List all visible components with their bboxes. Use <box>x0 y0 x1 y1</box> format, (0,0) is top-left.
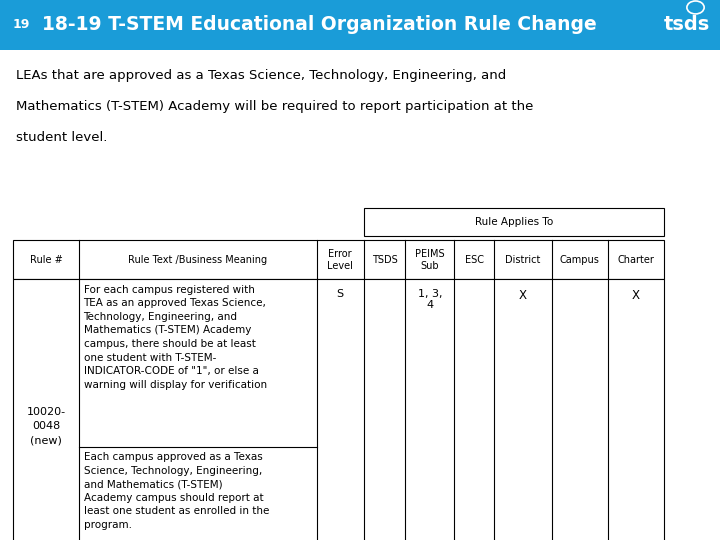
Bar <box>0 0 720 50</box>
Text: X: X <box>631 289 640 302</box>
Text: S: S <box>337 289 343 299</box>
Text: Charter: Charter <box>617 255 654 265</box>
Text: Rule #: Rule # <box>30 255 63 265</box>
Text: 1, 3,
4: 1, 3, 4 <box>418 289 442 310</box>
Text: LEAs that are approved as a Texas Science, Technology, Engineering, and: LEAs that are approved as a Texas Scienc… <box>16 69 506 82</box>
Text: 10020-
0048
(new): 10020- 0048 (new) <box>27 407 66 446</box>
Circle shape <box>687 1 704 14</box>
Text: PEIMS
Sub: PEIMS Sub <box>415 248 445 271</box>
Bar <box>13 240 664 279</box>
Text: 18-19 T-STEM Educational Organization Rule Change: 18-19 T-STEM Educational Organization Ru… <box>42 15 596 35</box>
Text: TSDS: TSDS <box>372 255 397 265</box>
Text: Rule Text /Business Meaning: Rule Text /Business Meaning <box>128 255 268 265</box>
Text: Campus: Campus <box>559 255 600 265</box>
Text: tsds: tsds <box>664 15 710 35</box>
Text: ESC: ESC <box>464 255 484 265</box>
Text: District: District <box>505 255 541 265</box>
Text: X: X <box>518 289 527 302</box>
Text: 19: 19 <box>13 18 30 31</box>
Bar <box>13 279 664 540</box>
Text: Mathematics (T-STEM) Academy will be required to report participation at the: Mathematics (T-STEM) Academy will be req… <box>16 100 534 113</box>
Text: student level.: student level. <box>16 131 107 144</box>
Text: Error
Level: Error Level <box>328 248 353 271</box>
Text: Rule Applies To: Rule Applies To <box>474 217 553 227</box>
Text: For each campus registered with
TEA as an approved Texas Science,
Technology, En: For each campus registered with TEA as a… <box>84 285 266 390</box>
Bar <box>364 208 664 236</box>
Text: Each campus approved as a Texas
Science, Technology, Engineering,
and Mathematic: Each campus approved as a Texas Science,… <box>84 452 269 530</box>
